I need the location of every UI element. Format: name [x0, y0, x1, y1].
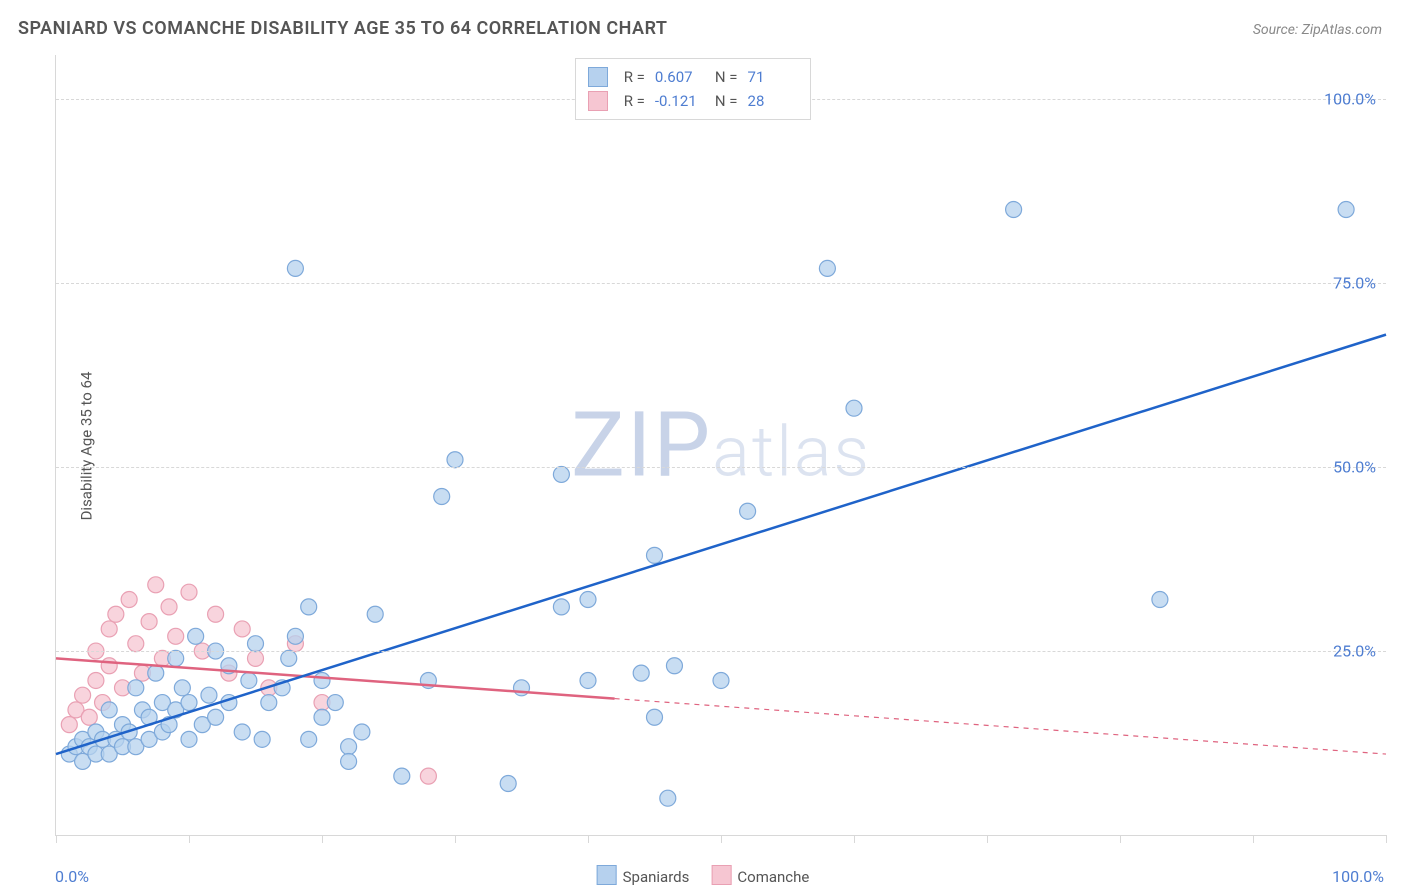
gridline-h [56, 283, 1386, 284]
x-tick [1120, 835, 1121, 843]
stat-n-value: 71 [748, 68, 798, 86]
gridline-h [56, 651, 1386, 652]
y-tick-label: 50.0% [1333, 458, 1376, 477]
stat-n-label: N = [715, 68, 738, 86]
stat-legend: R = 0.607 N = 71 R = -0.121 N = 28 [575, 58, 811, 120]
y-tick-label: 100.0% [1324, 90, 1376, 109]
stat-legend-row: R = -0.121 N = 28 [588, 89, 798, 113]
legend-item: Comanche [711, 865, 809, 886]
plot-area: ZIPatlas 25.0%50.0%75.0%100.0%R =0.607N … [55, 55, 1386, 836]
x-tick [455, 835, 456, 843]
legend-label: Comanche [737, 868, 809, 886]
source-label: Source: ZipAtlas.com [1253, 22, 1382, 38]
chart-svg [56, 55, 1386, 835]
gridline-h [56, 467, 1386, 468]
legend-swatch [597, 865, 617, 885]
legend-label: Spaniards [623, 868, 690, 886]
stat-r-label: R = [624, 92, 645, 110]
x-axis-min-label: 0.0% [55, 867, 89, 886]
y-tick-label: 25.0% [1333, 642, 1376, 661]
stat-legend-row: R = 0.607 N = 71 [588, 65, 798, 89]
stat-n-value: 28 [748, 92, 798, 110]
stat-r-label: R = [624, 68, 645, 86]
x-tick [1253, 835, 1254, 843]
x-tick [721, 835, 722, 843]
x-tick [588, 835, 589, 843]
legend-swatch [588, 91, 608, 111]
x-tick [322, 835, 323, 843]
legend-swatch [711, 865, 731, 885]
x-tick [189, 835, 190, 843]
stat-r-value: -0.121 [655, 92, 705, 110]
chart-title: SPANIARD VS COMANCHE DISABILITY AGE 35 T… [18, 18, 668, 39]
y-tick-label: 75.0% [1333, 274, 1376, 293]
x-tick [987, 835, 988, 843]
stat-n-label: N = [715, 92, 738, 110]
x-tick [1386, 835, 1387, 843]
x-tick [854, 835, 855, 843]
x-tick [56, 835, 57, 843]
bottom-legend: Spaniards Comanche [597, 865, 810, 886]
legend-swatch [588, 67, 608, 87]
x-axis-max-label: 100.0% [1332, 867, 1384, 886]
legend-item: Spaniards [597, 865, 690, 886]
stat-r-value: 0.607 [655, 68, 705, 86]
